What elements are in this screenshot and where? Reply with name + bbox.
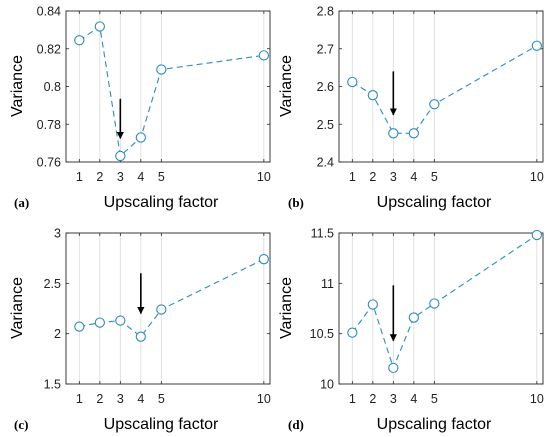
y-tick-label: 1.5	[44, 378, 61, 392]
data-point	[347, 327, 358, 338]
data-point	[135, 132, 146, 143]
series-line	[79, 25, 264, 158]
x-tick-label: 10	[530, 392, 544, 406]
x-axis-label: Upscaling factor	[104, 194, 219, 211]
series-line	[352, 45, 538, 134]
y-tick-label: 2.4	[317, 156, 334, 170]
x-tick-label: 5	[431, 392, 438, 406]
x-tick-label: 1	[349, 392, 356, 406]
x-axis-label: Upscaling factor	[377, 416, 492, 433]
x-tick-label: 1	[76, 170, 83, 184]
data-point	[388, 362, 399, 374]
axes-box	[338, 10, 544, 163]
panel-label: (b)	[288, 195, 304, 210]
x-tick-label: 3	[390, 170, 397, 184]
data-point	[94, 21, 105, 32]
data-point	[429, 298, 440, 309]
axes-box	[65, 10, 271, 163]
x-tick-label: 5	[158, 170, 165, 184]
y-tick-label: 10.5	[310, 327, 334, 341]
y-tick-label: 10	[320, 378, 334, 392]
panel-label: (c)	[14, 417, 28, 432]
data-point	[531, 40, 542, 51]
data-point	[135, 331, 146, 342]
y-axis-label: Variance	[278, 55, 295, 117]
axes-box	[65, 232, 271, 385]
y-tick-label: 0.8	[44, 80, 61, 94]
y-tick-label: 0.84	[37, 5, 61, 19]
data-point	[347, 76, 358, 88]
chart-panel-2: 1 2 3 4 5 10 2.4 2.5 2.6 2.7 2.8 Variance Upscaling …	[278, 5, 544, 212]
data-point	[258, 254, 269, 265]
y-tick-label: 0.82	[37, 42, 61, 56]
x-axis-label: Upscaling factor	[377, 194, 492, 211]
y-tick-label: 2.7	[317, 42, 334, 56]
data-point	[367, 90, 378, 101]
data-point	[367, 299, 378, 310]
data-point	[408, 312, 419, 323]
data-point	[429, 99, 440, 110]
data-point	[156, 64, 167, 75]
x-tick-label: 5	[158, 392, 165, 406]
x-tick-label: 1	[76, 392, 83, 406]
data-point	[258, 50, 269, 61]
data-point	[94, 317, 105, 328]
x-tick-label: 4	[137, 170, 144, 184]
data-point	[74, 321, 85, 332]
y-tick-label: 2.8	[317, 5, 334, 19]
y-axis-label: Variance	[9, 55, 26, 117]
x-tick-label: 2	[96, 392, 103, 406]
x-tick-label: 4	[410, 392, 417, 406]
y-axis-label: Variance	[9, 277, 26, 339]
y-tick-label: 2.5	[317, 118, 334, 132]
x-tick-label: 3	[117, 392, 124, 406]
y-tick-label: 3	[54, 227, 61, 241]
y-tick-label: 2.5	[44, 277, 61, 291]
chart-panel-4: 1 2 3 4 5 10 10 10.5 11 11.5 Variance Upscaling fac…	[278, 227, 544, 434]
x-tick-label: 2	[96, 170, 103, 184]
y-axis-label: Variance	[278, 277, 295, 339]
x-tick-label: 10	[530, 170, 544, 184]
data-point	[531, 229, 542, 241]
data-point	[388, 128, 399, 139]
axes-box	[338, 232, 544, 385]
data-point	[115, 150, 126, 162]
y-tick-label: 11.5	[311, 227, 334, 241]
x-tick-label: 2	[369, 392, 376, 406]
x-tick-label: 2	[369, 170, 376, 184]
panel-label: (a)	[14, 195, 29, 210]
x-tick-label: 10	[257, 392, 271, 406]
y-tick-label: 2.6	[317, 80, 334, 94]
x-tick-label: 3	[390, 392, 397, 406]
data-point	[156, 304, 167, 315]
x-tick-label: 1	[349, 170, 356, 184]
data-point	[74, 35, 85, 46]
series-line	[79, 258, 265, 338]
data-point	[115, 315, 126, 326]
x-tick-label: 10	[257, 170, 271, 184]
y-tick-label: 2	[54, 327, 61, 341]
y-tick-label: 0.76	[37, 156, 61, 170]
chart-panel-1: 1 2 3 4 5 10 0.76 0.78 0.8 0.82 0.84 Variance Upscal…	[9, 5, 271, 212]
data-point	[408, 128, 419, 139]
x-tick-label: 5	[431, 170, 438, 184]
series-line	[351, 234, 538, 370]
x-tick-label: 3	[117, 170, 124, 184]
y-tick-label: 0.78	[37, 118, 61, 132]
x-tick-label: 4	[410, 170, 417, 184]
x-tick-label: 4	[137, 392, 144, 406]
panel-label: (d)	[288, 417, 304, 432]
x-axis-label: Upscaling factor	[104, 416, 219, 433]
y-tick-label: 11	[321, 277, 334, 291]
